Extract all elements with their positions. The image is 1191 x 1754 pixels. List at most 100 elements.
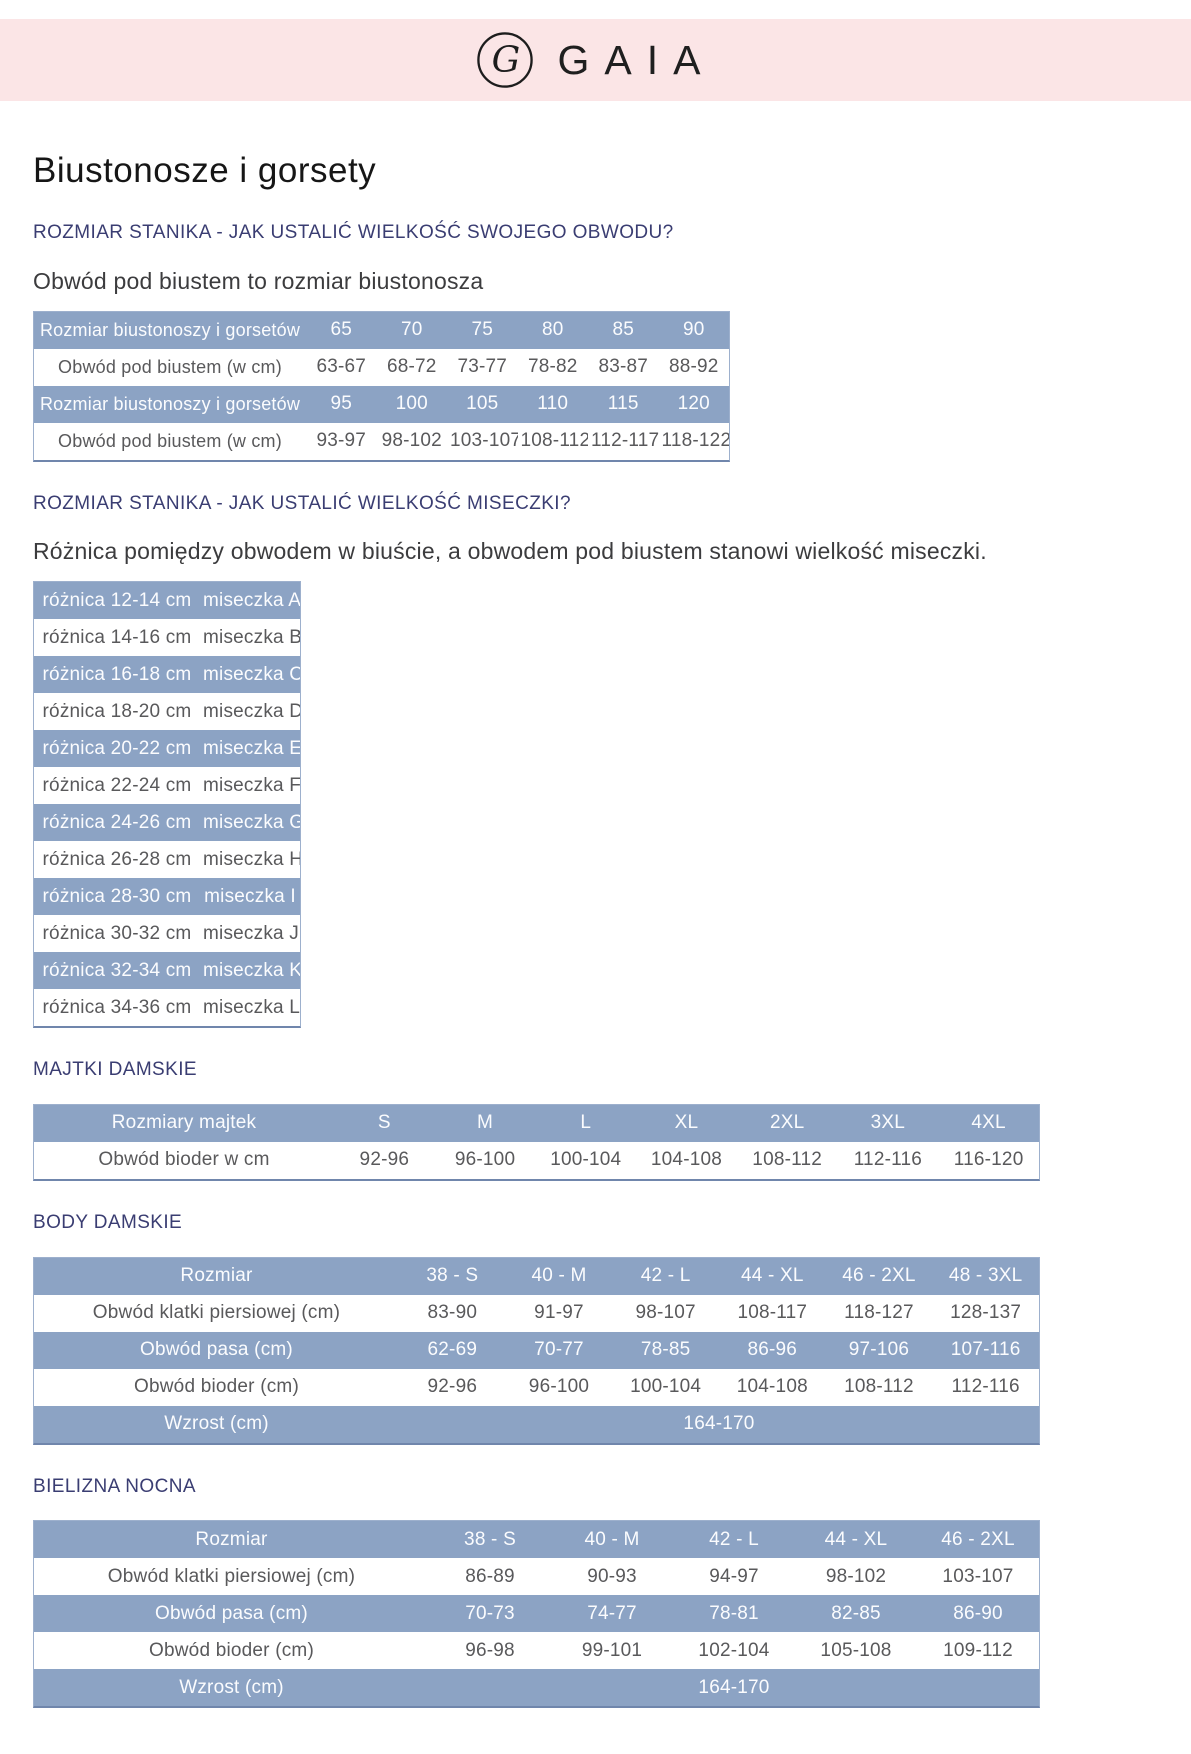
value-cell: 116-120 [938,1141,1039,1179]
value-cell: 108-112 [517,422,588,460]
table-row: różnica 32-34 cm miseczka K [34,952,300,990]
value-cell: 86-90 [917,1595,1039,1633]
value-cell: 80 [517,311,588,349]
value-cell: miseczka K [200,952,300,990]
section-heading-nightwear: BIELIZNA NOCNA [33,1475,196,1497]
value-cell: 115 [588,385,659,423]
value-cell: 63-67 [306,348,377,386]
value-cell: 90 [658,311,729,349]
value-cell: 164-170 [429,1669,1039,1707]
table-row: różnica 16-18 cm miseczka C [34,656,300,694]
value-cell: miseczka C [200,656,300,694]
table-row: różnica 22-24 cm miseczka F [34,767,300,805]
value-cell: 164-170 [399,1405,1039,1443]
value-cell: 120 [658,385,729,423]
value-cell: 105 [447,385,518,423]
row-label-cell: różnica 20-22 cm [34,730,200,768]
table-row: różnica 12-14 cm miseczka A [34,582,300,620]
value-cell: 83-90 [399,1294,506,1332]
value-cell: 44 - XL [795,1521,917,1559]
value-cell: 112-116 [932,1368,1039,1406]
row-label-cell: Obwód pod biustem (w cm) [34,348,306,386]
value-cell: 75 [447,311,518,349]
value-cell: miseczka A [200,582,300,620]
row-label-cell: różnica 18-20 cm [34,693,200,731]
table-row: Obwód pod biustem (w cm) 93-97 98-102 103-1… [34,422,729,460]
value-cell: 40 - M [505,1257,613,1295]
value-cell: 42 - L [673,1521,795,1559]
row-label-cell: Obwód klatki piersiowej (cm) [34,1558,429,1596]
svg-text:G: G [491,40,520,81]
nightwear-size-table: Rozmiar 38 - S 40 - M 42 - L 44 - XL 46 - 2XL… [33,1520,1040,1709]
row-label-cell: Obwód klatki piersiowej (cm) [34,1294,399,1332]
value-cell: 118-127 [825,1294,933,1332]
value-cell: 102-104 [673,1632,795,1670]
value-cell: 70-73 [429,1595,551,1633]
value-cell: 78-81 [673,1595,795,1633]
panties-size-table: Rozmiary majtek S M L XL 2XL 3XL 4XL Obwód biode… [33,1103,1040,1181]
table-row: różnica 34-36 cm miseczka L [34,989,300,1027]
value-cell: 70 [376,311,447,349]
row-label-cell: różnica 32-34 cm [34,952,200,990]
value-cell: miseczka L [200,989,300,1027]
table-row: Rozmiar 38 - S 40 - M 42 - L 44 - XL 46 - 2XL… [34,1257,1039,1295]
row-label-cell: Obwód bioder (cm) [34,1368,399,1406]
value-cell: 103-107 [447,422,518,460]
value-cell: 74-77 [551,1595,673,1633]
value-cell: 92-96 [399,1368,506,1406]
value-cell: 38 - S [429,1521,551,1559]
value-cell: 96-100 [505,1368,613,1406]
value-cell: miseczka F [200,767,300,805]
table-row: Rozmiar biustonoszy i gorsetów 65 70 75 80 85… [34,311,729,349]
value-cell: miseczka B [200,619,300,657]
value-cell: 109-112 [917,1632,1039,1670]
value-cell: 38 - S [399,1257,506,1295]
table-row: Rozmiar biustonoszy i gorsetów 95 100 105 11… [34,385,729,423]
row-label-cell: Rozmiar [34,1257,399,1295]
value-cell: 108-112 [825,1368,933,1406]
value-cell: 2XL [736,1104,838,1142]
row-label-cell: różnica 30-32 cm [34,915,200,953]
value-cell: 97-106 [825,1331,933,1369]
row-label-cell: Rozmiary majtek [34,1104,334,1142]
value-cell: 40 - M [551,1521,673,1559]
section-heading-panties: MAJTKI DAMSKIE [33,1059,197,1081]
value-cell: XL [636,1104,737,1142]
row-label-cell: Obwód pod biustem (w cm) [34,422,306,460]
row-label-cell: Wzrost (cm) [34,1669,429,1707]
section-heading-body: BODY DAMSKIE [33,1211,183,1233]
value-cell: 86-89 [429,1558,551,1596]
value-cell: 83-87 [588,348,659,386]
row-label-cell: różnica 14-16 cm [34,619,200,657]
value-cell: miseczka J [200,915,300,953]
value-cell: 42 - L [612,1257,719,1295]
row-label-cell: różnica 22-24 cm [34,767,200,805]
value-cell: miseczka E [200,730,300,768]
value-cell: 92-96 [334,1141,435,1179]
value-cell: 70-77 [505,1331,613,1369]
value-cell: 85 [588,311,659,349]
value-cell: 88-92 [658,348,729,386]
value-cell: 108-117 [718,1294,826,1332]
value-cell: 78-82 [517,348,588,386]
brand-name: GAIA [557,36,716,83]
row-label-cell: Rozmiar biustonoszy i gorsetów [34,385,306,423]
value-cell: 46 - 2XL [825,1257,933,1295]
table-row: różnica 14-16 cm miseczka B [34,619,300,657]
table-row: Obwód bioder (cm) 96-98 99-101 102-104 105-1… [34,1632,1039,1670]
value-cell: 105-108 [795,1632,917,1670]
value-cell: 112-117 [588,422,659,460]
gaia-logo-icon: G [476,31,534,89]
section-heading-bra-band: ROZMIAR STANIKA - JAK USTALIĆ WIELKOŚĆ S… [33,222,674,244]
table-row: różnica 20-22 cm miseczka E [34,730,300,768]
cup-subtitle: Różnica pomiędzy obwodem w biuście, a ob… [33,538,987,565]
table-row: Obwód pod biustem (w cm) 63-67 68-72 73-77 7… [34,348,729,386]
section-heading-cup: ROZMIAR STANIKA - JAK USTALIĆ WIELKOŚĆ M… [33,492,571,514]
value-cell: 95 [306,385,377,423]
value-cell: 78-85 [612,1331,719,1369]
value-cell: 100-104 [612,1368,719,1406]
value-cell: 104-108 [718,1368,826,1406]
value-cell: S [334,1104,435,1142]
bra-band-subtitle: Obwód pod biustem to rozmiar biustonosza [33,268,484,295]
